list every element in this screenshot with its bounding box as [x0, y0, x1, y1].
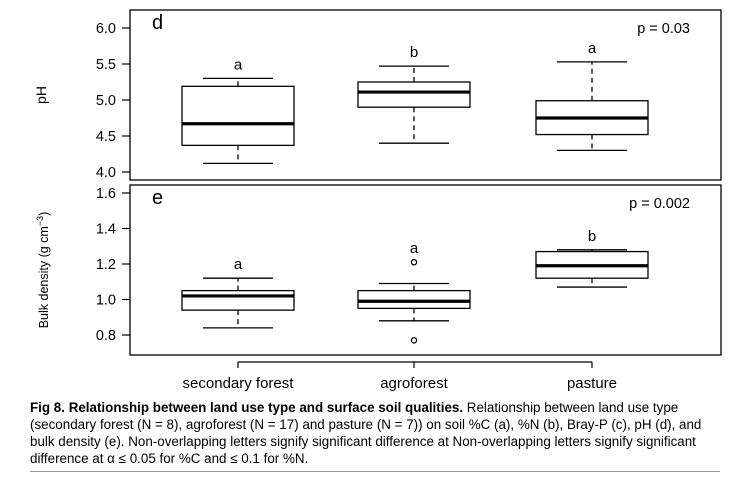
- y-tick-label: 5.0: [96, 93, 116, 109]
- outlier-point: [410, 258, 418, 266]
- y-axis-label-close: ): [37, 212, 51, 216]
- p-value-label: p = 0.03: [637, 21, 690, 37]
- figure-caption: Fig 8. Relationship between land use typ…: [30, 399, 720, 467]
- significance-letter: b: [410, 44, 418, 61]
- y-tick-label: 1.2: [96, 257, 116, 273]
- caption-title: Fig 8. Relationship between land use typ…: [30, 400, 464, 415]
- y-axis-label: Bulk density (g cm−3): [35, 212, 51, 329]
- outlier-point: [410, 337, 418, 344]
- y-tick-label: 1.0: [96, 293, 116, 309]
- significance-letter: a: [234, 56, 243, 73]
- y-tick-label: 4.5: [96, 129, 116, 145]
- box: [181, 85, 295, 147]
- significance-letter: a: [588, 40, 597, 57]
- x-tick-label: pasture: [567, 375, 617, 392]
- y-tick-label: 1.4: [96, 222, 116, 238]
- panel-e-frame: [129, 184, 722, 356]
- y-axis-label: pH: [33, 86, 49, 104]
- significance-letter: b: [588, 228, 596, 245]
- panel-letter: e: [152, 187, 163, 209]
- caption-divider: [30, 471, 720, 472]
- y-axis-label-superscript: −3: [35, 216, 45, 226]
- significance-letter: a: [234, 256, 243, 273]
- box: [181, 289, 295, 311]
- significance-letter: a: [410, 240, 419, 257]
- box: [357, 81, 471, 108]
- y-tick-label: 1.6: [96, 186, 116, 202]
- x-tick-label: secondary forest: [183, 375, 295, 392]
- y-tick-label: 0.8: [96, 328, 116, 344]
- box: [357, 289, 471, 310]
- p-value-label: p = 0.002: [629, 196, 690, 212]
- y-tick-label: 5.5: [96, 57, 116, 73]
- y-tick-label: 6.0: [96, 21, 116, 37]
- x-tick-label: agroforest: [380, 375, 448, 392]
- panel-d-frame: [129, 9, 722, 181]
- panel-letter: d: [152, 12, 163, 34]
- boxplot-figure: 4.0 4.5 5.0 5.5 6.0 pH d p = 0.03 a b a 0.8 1.0 1.2 1.…: [33, 9, 722, 392]
- y-tick-label: 4.0: [96, 165, 116, 181]
- caption-text: Relationship between land use type (seco…: [30, 400, 702, 466]
